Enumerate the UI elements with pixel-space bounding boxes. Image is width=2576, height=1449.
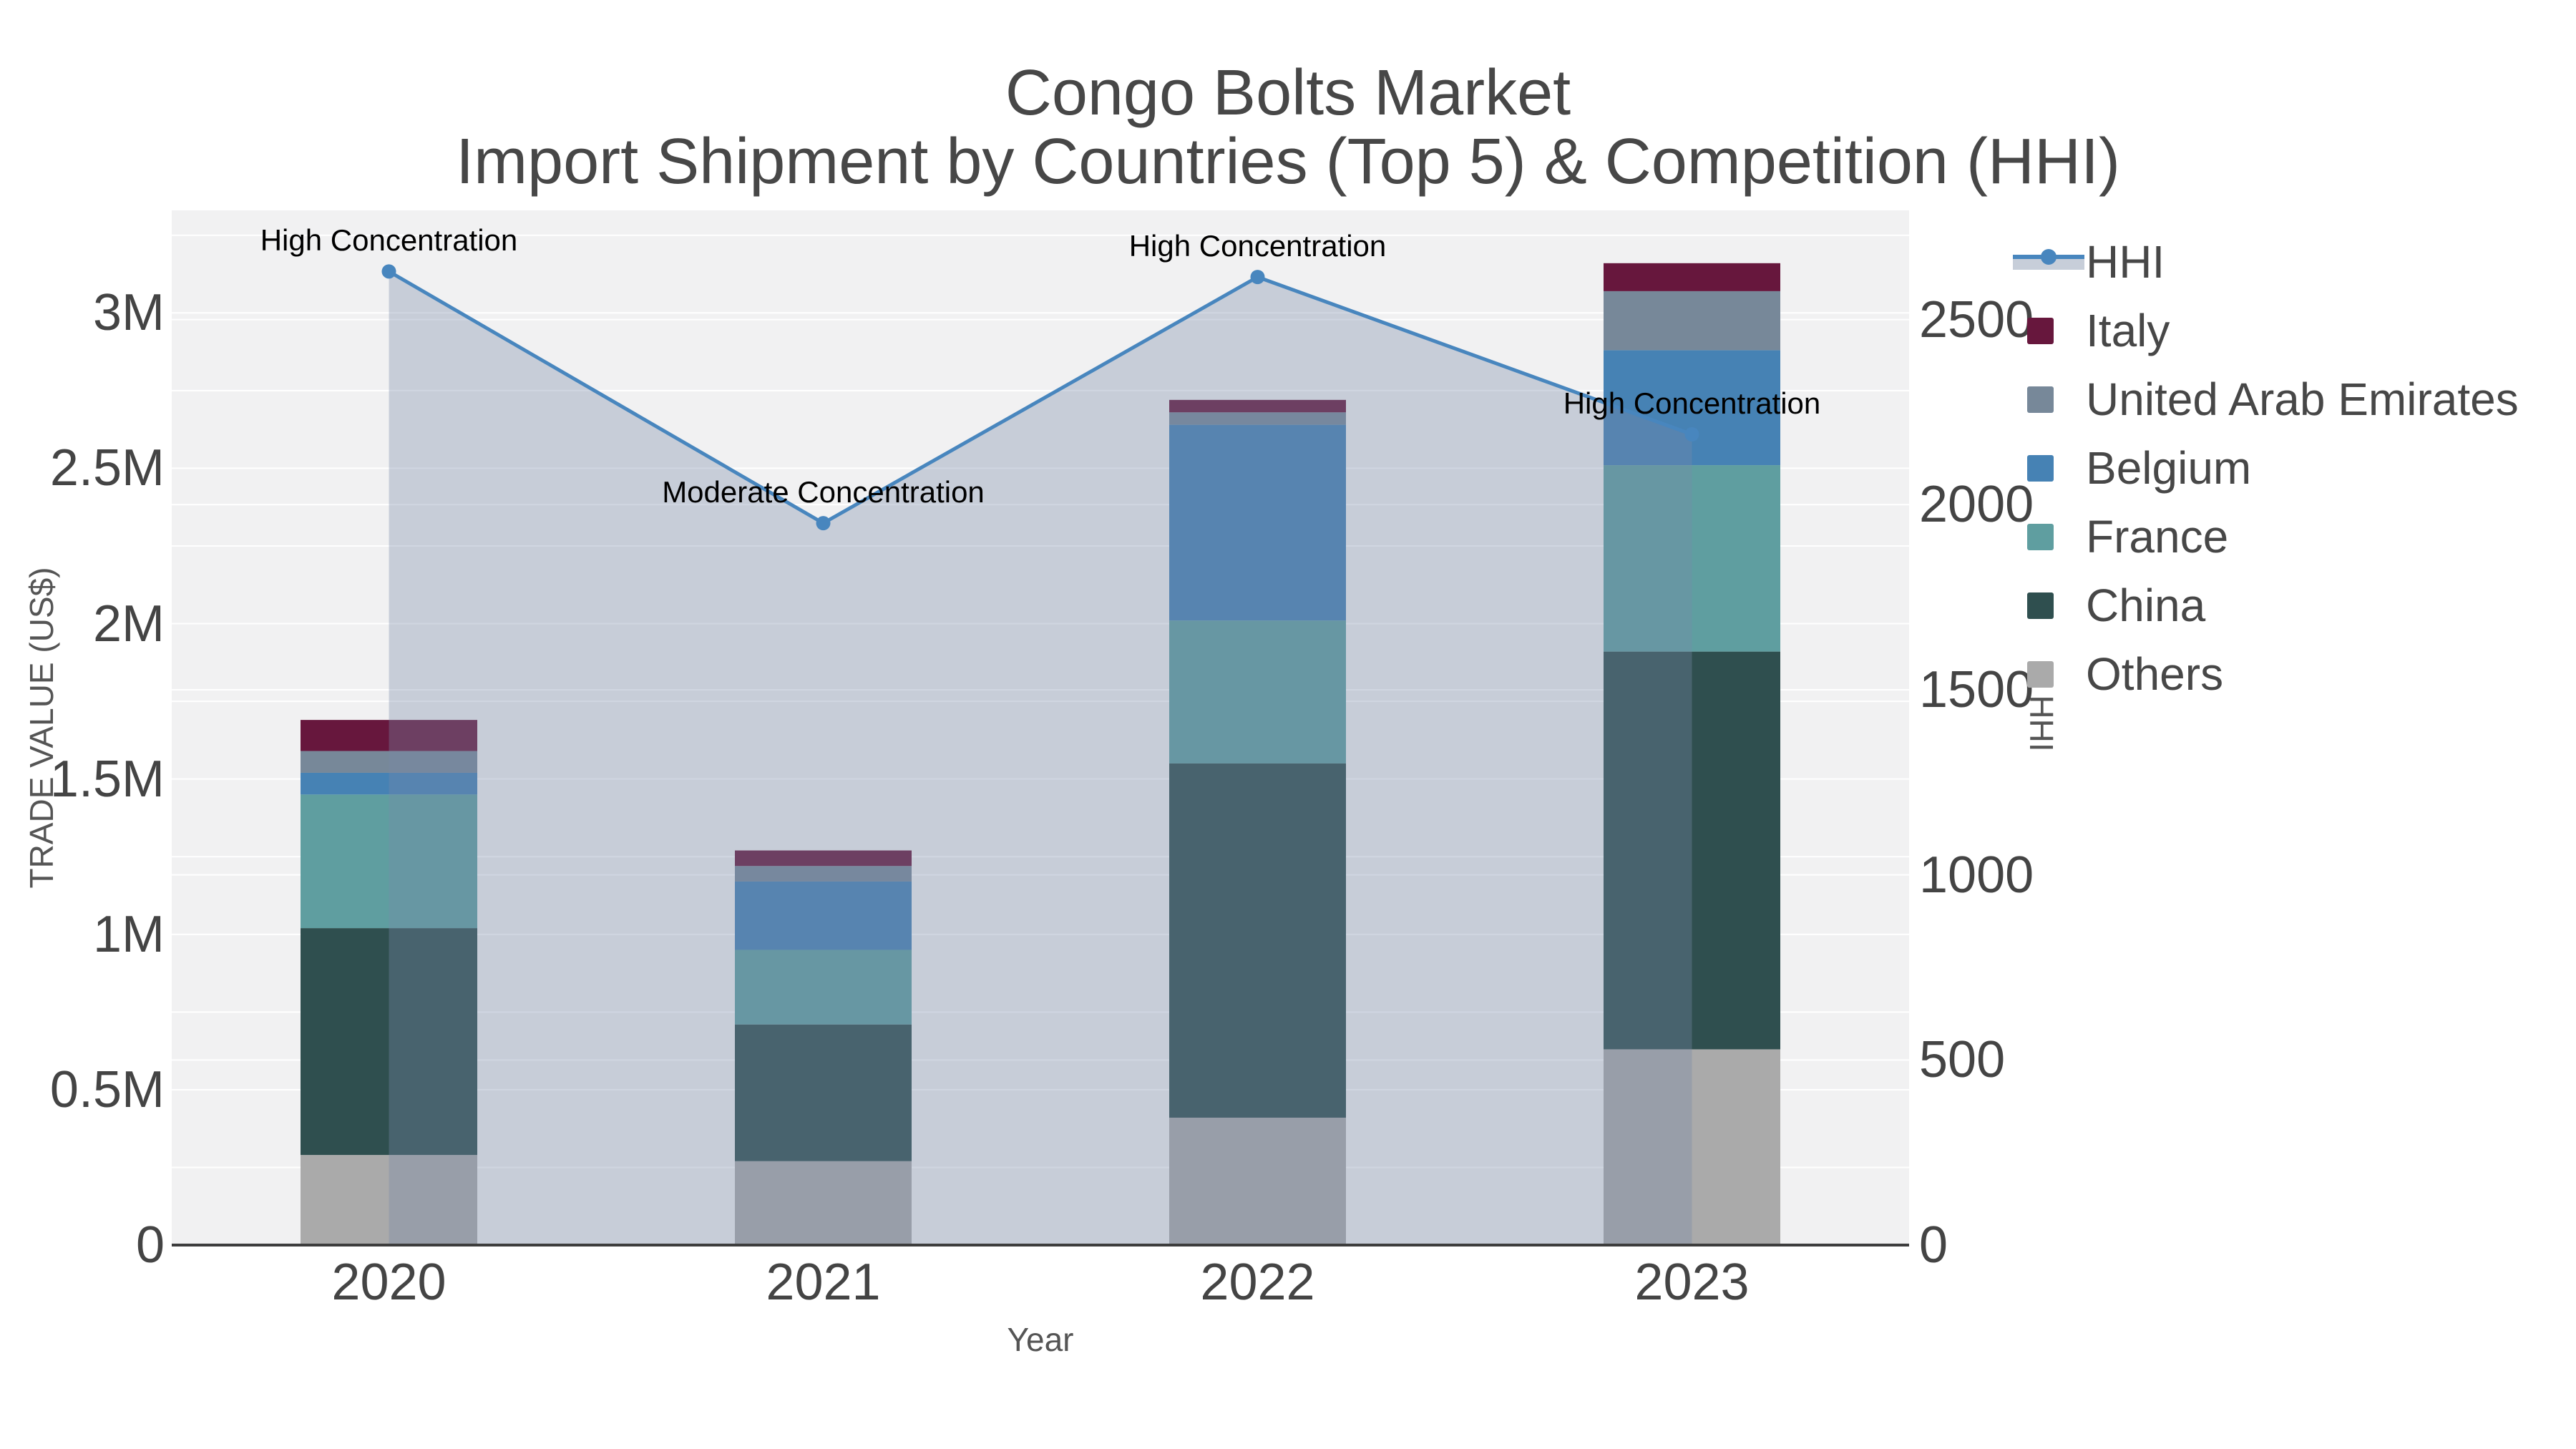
bar-segment-italy-2020[interactable] <box>301 720 477 751</box>
legend-swatch-icon <box>2027 317 2054 344</box>
bar-segment-china-2022[interactable] <box>1169 763 1346 1118</box>
bar-segment-belgium-2023[interactable] <box>1604 350 1780 466</box>
hhi-line <box>388 270 1693 526</box>
legend-label: Italy <box>2086 305 2170 356</box>
y-left-tick-2M: 2M <box>92 595 165 653</box>
legend-item-united-arab-emirates[interactable]: United Arab Emirates <box>2007 365 2572 434</box>
annotation-2023: High Concentration <box>1563 386 1821 420</box>
hhi-marker-2023[interactable] <box>1684 426 1699 441</box>
bar-segment-france-2023[interactable] <box>1604 465 1780 652</box>
legend-hhi-line-icon <box>2013 249 2084 270</box>
bar-segment-france-2021[interactable] <box>735 950 912 1025</box>
chart-title-line1: Congo Bolts Market <box>1005 57 1571 129</box>
x-axis-title: Year <box>1007 1321 1074 1358</box>
y-left-tick-3M: 3M <box>92 284 165 342</box>
legend-label: HHI <box>2086 236 2165 288</box>
legend-item-italy[interactable]: Italy <box>2007 296 2572 365</box>
y-right-tick-500: 500 <box>1919 1031 2006 1089</box>
bar-segment-others-2022[interactable] <box>1169 1117 1346 1245</box>
legend-label: Others <box>2086 648 2224 700</box>
bar-segment-italy-2022[interactable] <box>1169 399 1346 413</box>
bar-segment-france-2020[interactable] <box>301 794 477 929</box>
legend-item-hhi[interactable]: HHI <box>2007 228 2572 296</box>
chart-title-line2: Import Shipment by Countries (Top 5) & C… <box>456 126 2120 197</box>
annotation-2020: High Concentration <box>260 223 518 258</box>
bar-segment-others-2020[interactable] <box>301 1155 477 1245</box>
bar-segment-others-2023[interactable] <box>1604 1049 1780 1245</box>
bar-segment-belgium-2021[interactable] <box>735 881 912 950</box>
y-left-tick-0.5M: 0.5M <box>49 1060 165 1118</box>
bar-segment-belgium-2020[interactable] <box>301 772 477 795</box>
x-tick-2022: 2022 <box>1200 1254 1315 1311</box>
bar-segment-china-2020[interactable] <box>301 928 477 1156</box>
bar-segment-italy-2023[interactable] <box>1604 263 1780 291</box>
y-right-tick-2000: 2000 <box>1919 476 2034 534</box>
legend-label: United Arab Emirates <box>2086 374 2519 425</box>
hhi-marker-2022[interactable] <box>1250 270 1265 285</box>
x-tick-2020: 2020 <box>331 1254 447 1311</box>
x-tick-2021: 2021 <box>766 1254 881 1311</box>
chart-title: Congo Bolts Market Import Shipment by Co… <box>456 59 2120 196</box>
legend-label: France <box>2086 511 2229 562</box>
bar-segment-united-arab-emirates-2020[interactable] <box>301 751 477 773</box>
y-left-tick-1.5M: 1.5M <box>49 750 165 808</box>
legend-item-others[interactable]: Others <box>2007 640 2572 708</box>
x-tick-2023: 2023 <box>1634 1254 1750 1311</box>
y-left-tick-1M: 1M <box>92 905 165 963</box>
bar-segment-united-arab-emirates-2022[interactable] <box>1169 412 1346 425</box>
bar-segment-china-2023[interactable] <box>1604 651 1780 1050</box>
legend-label: China <box>2086 580 2206 631</box>
legend-item-france[interactable]: France <box>2007 502 2572 571</box>
y-right-tick-1000: 1000 <box>1919 846 2034 904</box>
legend-label: Belgium <box>2086 442 2252 494</box>
bar-segment-italy-2021[interactable] <box>735 850 912 867</box>
bar-segment-france-2022[interactable] <box>1169 620 1346 763</box>
y-right-tick-1500: 1500 <box>1919 660 2034 718</box>
bar-segment-others-2021[interactable] <box>735 1161 912 1245</box>
bar-segment-united-arab-emirates-2023[interactable] <box>1604 291 1780 351</box>
y-left-axis-title: TRADE VALUE (US$) <box>23 567 60 889</box>
hhi-marker-2020[interactable] <box>381 264 396 279</box>
hhi-area-fill <box>389 271 1692 1245</box>
annotation-2022: High Concentration <box>1128 229 1387 263</box>
legend-item-china[interactable]: China <box>2007 571 2572 640</box>
annotation-2021: Moderate Concentration <box>662 475 985 509</box>
legend-swatch-icon <box>2027 454 2054 482</box>
legend-swatch-icon <box>2027 660 2054 688</box>
legend-swatch-icon <box>2027 592 2054 619</box>
y-right-tick-2500: 2500 <box>1919 291 2034 348</box>
y-left-tick-0: 0 <box>135 1216 165 1274</box>
hhi-marker-2021[interactable] <box>816 516 831 531</box>
bar-segment-belgium-2022[interactable] <box>1169 424 1346 621</box>
y-left-tick-2.5M: 2.5M <box>49 439 165 497</box>
bar-segment-china-2021[interactable] <box>735 1024 912 1161</box>
y-right-tick-0: 0 <box>1919 1216 1948 1274</box>
bar-segment-united-arab-emirates-2021[interactable] <box>735 866 912 882</box>
legend-swatch-icon <box>2027 386 2054 413</box>
legend-swatch-icon <box>2027 523 2054 550</box>
legend-item-belgium[interactable]: Belgium <box>2007 434 2572 502</box>
